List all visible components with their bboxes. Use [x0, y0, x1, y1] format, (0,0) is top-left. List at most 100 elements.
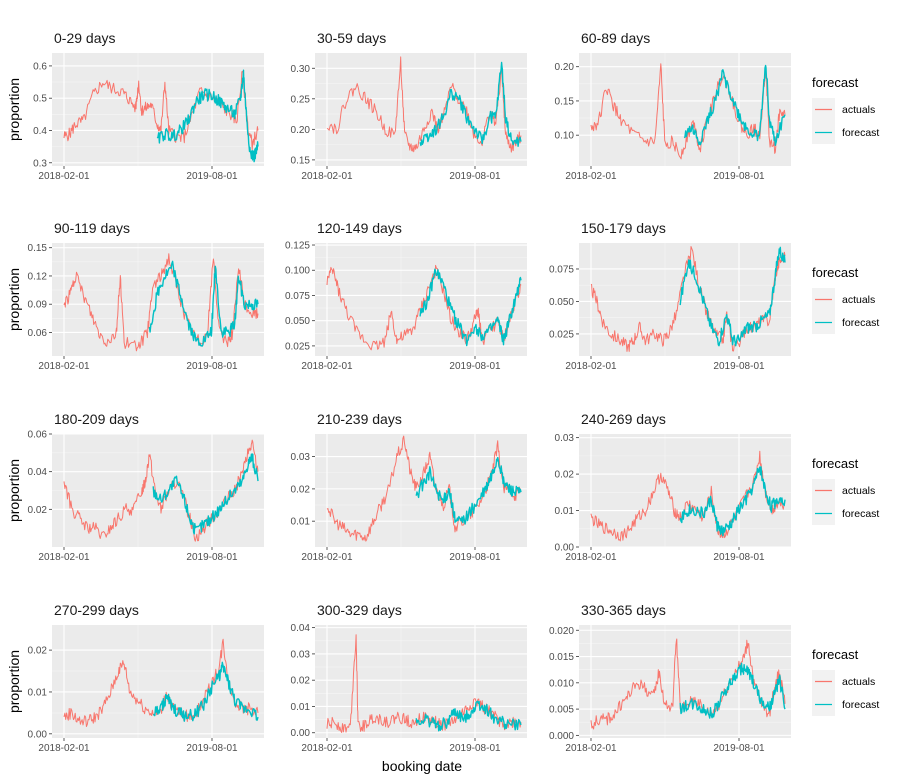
panel-background — [315, 434, 527, 547]
legend: forecast actuals forecast — [812, 75, 879, 144]
y-tick-label: 0.025 — [549, 329, 574, 340]
y-tick-label: 0.03 — [555, 433, 575, 444]
legend-label-forecast: forecast — [842, 127, 879, 139]
y-tick-label: 0.02 — [555, 470, 575, 481]
facet-title: 240-269 days — [581, 411, 666, 427]
y-tick-label: 0.03 — [291, 649, 311, 660]
x-tick-label: 2019-08-01 — [449, 361, 501, 372]
x-tick-label: 2019-08-01 — [186, 361, 238, 372]
y-tick-label: 0.20 — [291, 125, 311, 136]
forecast-line — [148, 260, 259, 347]
panel-background — [315, 53, 527, 166]
legend: forecast actuals forecast — [812, 265, 879, 334]
facet-title: 300-329 days — [317, 602, 402, 618]
facet-panel: 300-329 days 0.00 0.01 0.02 0.03 0.04 2018-02-… — [291, 602, 527, 754]
forecast-line — [419, 61, 522, 147]
facet-title: 60-89 days — [581, 30, 650, 46]
forecast-line — [156, 69, 259, 163]
actuals-line — [326, 435, 522, 542]
y-tick-label: 0.25 — [291, 94, 311, 105]
facet-title: 0-29 days — [54, 30, 115, 46]
legend-label-forecast: forecast — [842, 317, 879, 329]
x-tick-label: 2019-08-01 — [186, 171, 238, 182]
facet-panel: 60-89 days 0.10 0.15 0.20 2018-02-01 2019-08-… — [555, 30, 791, 182]
legend-title: forecast — [812, 265, 859, 280]
y-tick-label: 0.09 — [28, 300, 48, 311]
panel-background — [315, 243, 527, 356]
x-tick-label: 2019-08-01 — [449, 171, 501, 182]
legend-label-actuals: actuals — [842, 676, 875, 688]
y-tick-label: 0.02 — [291, 676, 311, 687]
x-tick-label: 2019-08-01 — [449, 552, 501, 563]
y-tick-label: 0.01 — [291, 702, 311, 713]
facet-panel: 330-365 days 0.000 0.005 0.010 0.015 0.020 201… — [549, 602, 791, 754]
forecast-line — [683, 64, 786, 146]
y-tick-label: 0.01 — [291, 517, 311, 528]
facet-panel: 30-59 days 0.15 0.20 0.25 0.30 2018-02-01 2019… — [291, 30, 527, 182]
legend-label-actuals: actuals — [842, 294, 875, 306]
y-tick-label: 0.6 — [33, 61, 47, 72]
y-axis-label: proportion — [6, 459, 22, 522]
actuals-line — [63, 253, 259, 352]
facet-title: 150-179 days — [581, 220, 666, 236]
panel-background — [579, 243, 791, 356]
x-tick-label: 2018-02-01 — [38, 743, 90, 754]
y-tick-label: 0.00 — [28, 729, 48, 740]
facet-title: 90-119 days — [54, 220, 130, 236]
y-tick-label: 0.025 — [285, 341, 310, 352]
y-tick-label: 0.04 — [28, 467, 48, 478]
y-tick-label: 0.000 — [549, 731, 574, 742]
legend-label-forecast: forecast — [842, 699, 879, 711]
y-tick-label: 0.10 — [555, 131, 575, 142]
forecast-line — [419, 268, 522, 347]
x-tick-label: 2018-02-01 — [38, 171, 90, 182]
x-tick-label: 2018-02-01 — [565, 743, 617, 754]
panel-background — [579, 434, 791, 547]
y-tick-label: 0.050 — [285, 316, 310, 327]
facet-panel: 90-119 days 0.06 0.09 0.12 0.15 2018-02-01 201… — [6, 220, 264, 372]
y-axis-label: proportion — [6, 268, 22, 331]
y-tick-label: 0.5 — [33, 94, 47, 105]
y-tick-label: 0.02 — [28, 646, 48, 657]
forecast-line — [415, 456, 522, 525]
y-tick-label: 0.075 — [549, 264, 574, 275]
x-tick-label: 2018-02-01 — [301, 743, 353, 754]
x-tick-label: 2018-02-01 — [301, 552, 353, 563]
panels: 0-29 days 0.3 0.4 0.5 0.6 2018-02-01 2019-08-0… — [6, 30, 791, 754]
x-axis-label: booking date — [382, 758, 462, 774]
forecast-line — [679, 466, 786, 537]
actuals-line — [590, 246, 786, 352]
forecast-line — [679, 246, 786, 347]
forecast-line — [679, 662, 786, 719]
x-tick-label: 2019-08-01 — [713, 171, 765, 182]
facet-panel: 270-299 days 0.00 0.01 0.02 2018-02-01 2019-0… — [6, 602, 264, 754]
y-tick-label: 0.125 — [285, 241, 310, 252]
x-tick-label: 2019-08-01 — [186, 552, 238, 563]
y-tick-label: 0.15 — [28, 243, 48, 254]
x-tick-label: 2019-08-01 — [186, 743, 238, 754]
actuals-line — [63, 70, 259, 151]
y-tick-label: 0.02 — [291, 484, 311, 495]
y-tick-label: 0.3 — [33, 158, 47, 169]
legend-title: forecast — [812, 647, 859, 662]
panel-background — [579, 625, 791, 738]
x-tick-label: 2019-08-01 — [713, 361, 765, 372]
y-tick-label: 0.005 — [549, 705, 574, 716]
y-tick-label: 0.06 — [28, 430, 48, 441]
y-tick-label: 0.01 — [555, 506, 575, 517]
facet-title: 120-149 days — [317, 220, 402, 236]
x-tick-label: 2018-02-01 — [38, 361, 90, 372]
y-axis-label: proportion — [6, 650, 22, 713]
legend-title: forecast — [812, 456, 859, 471]
y-tick-label: 0.01 — [28, 687, 48, 698]
x-tick-label: 2019-08-01 — [713, 552, 765, 563]
x-tick-label: 2018-02-01 — [565, 361, 617, 372]
legend: forecast actuals forecast — [812, 647, 879, 716]
facet-panel: 210-239 days 0.01 0.02 0.03 2018-02-01 2019-0… — [291, 411, 527, 563]
y-tick-label: 0.050 — [549, 297, 574, 308]
y-tick-label: 0.00 — [291, 728, 311, 739]
forecast-line — [152, 453, 259, 535]
y-tick-label: 0.075 — [285, 291, 310, 302]
x-tick-label: 2018-02-01 — [565, 171, 617, 182]
